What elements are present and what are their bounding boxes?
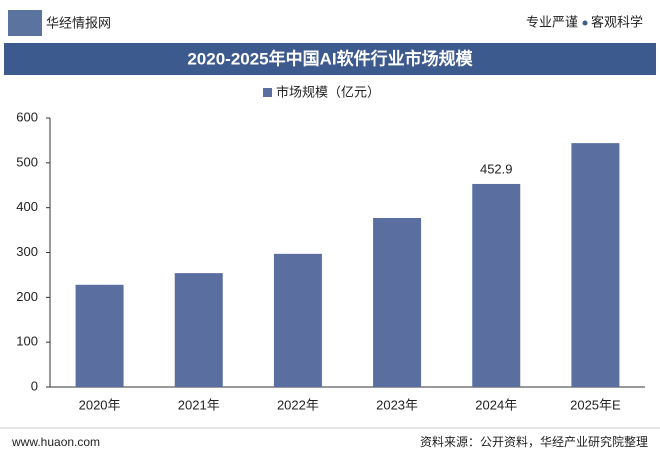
- bar: [174, 273, 223, 387]
- bar: [273, 253, 322, 387]
- bar: [373, 217, 422, 387]
- title-banner: [4, 43, 656, 75]
- y-tick-label: 0: [31, 378, 38, 393]
- slogan: 专业严谨: [526, 14, 578, 29]
- y-tick-label: 100: [16, 334, 38, 349]
- legend-swatch: [263, 88, 272, 97]
- y-tick-label: 400: [16, 199, 38, 214]
- bar: [75, 284, 124, 387]
- y-tick-label: 500: [16, 154, 38, 169]
- data-label: 452.9: [480, 161, 513, 176]
- slogan-dot: [582, 20, 588, 26]
- bar: [571, 143, 620, 387]
- logo-text: 华经情报网: [46, 15, 111, 30]
- bar: [472, 183, 521, 387]
- y-tick-label: 200: [16, 289, 38, 304]
- legend-label: 市场规模（亿元）: [276, 84, 380, 99]
- y-tick-label: 300: [16, 244, 38, 259]
- logo-icon: [8, 10, 42, 36]
- x-tick-label: 2020年: [79, 397, 121, 412]
- chart-title: 2020-2025年中国AI软件行业市场规模: [187, 48, 473, 68]
- x-tick-label: 2021年: [178, 397, 220, 412]
- x-tick-label: 2022年: [277, 397, 319, 412]
- y-tick-label: 600: [16, 109, 38, 124]
- footer-source: 资料来源：公开资料，华经产业研究院整理: [420, 434, 648, 449]
- slogan: 客观科学: [591, 14, 643, 29]
- footer-website: www.huaon.com: [11, 435, 100, 449]
- x-tick-label: 2024年: [475, 397, 517, 412]
- x-tick-label: 2023年: [376, 397, 418, 412]
- x-tick-label: 2025年E: [570, 397, 621, 412]
